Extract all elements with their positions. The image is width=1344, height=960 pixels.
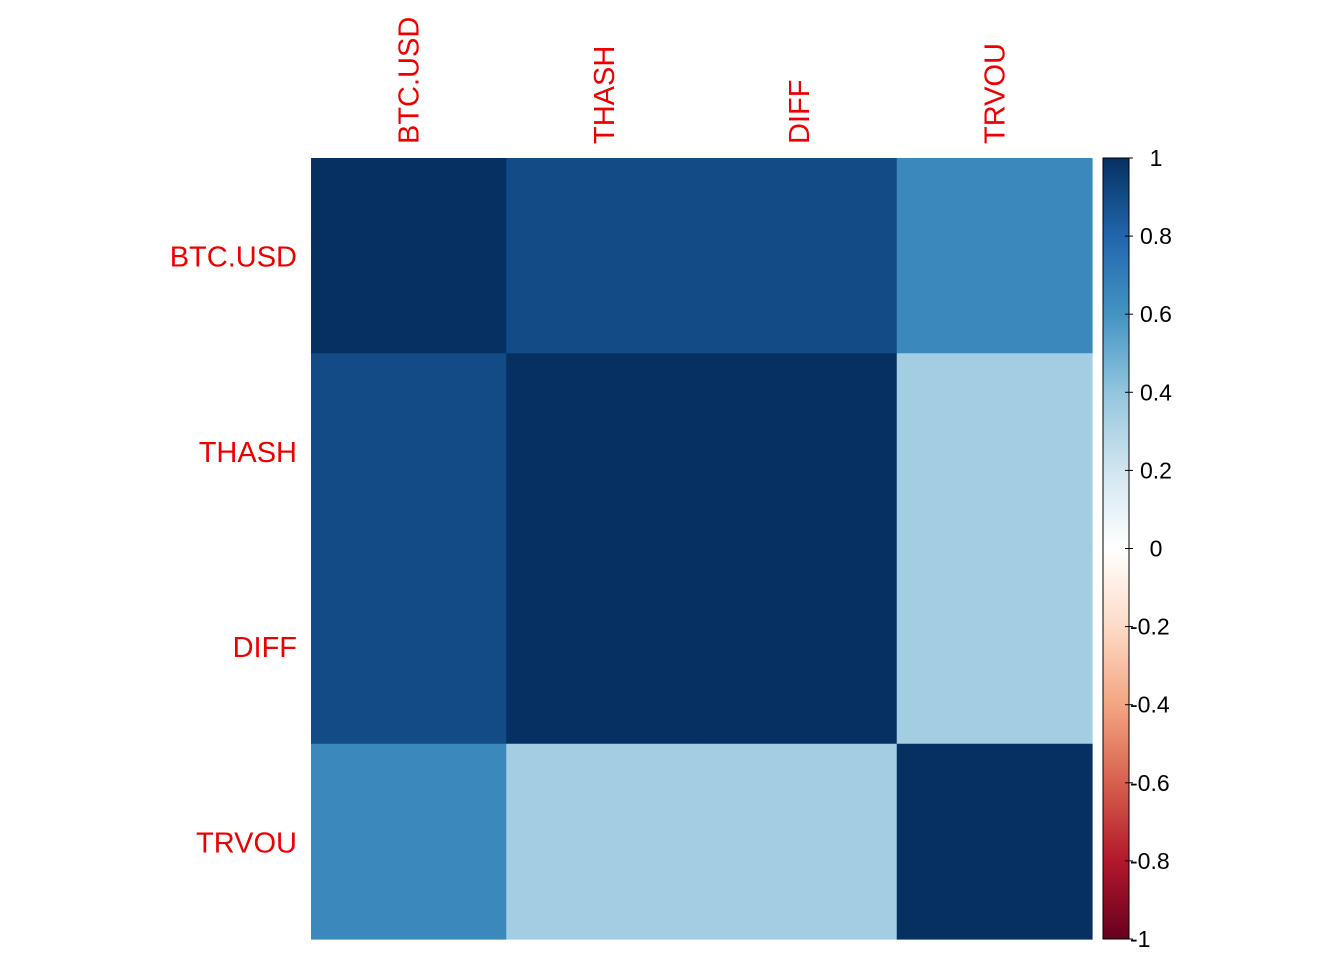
heatmap-cells [311,158,1093,940]
column-labels: BTC.USD THASH DIFF TRVOU [394,17,1012,144]
legend-tick-label: -0.4 [1130,692,1170,718]
heatmap-cell-DIFF-THASH [506,548,703,745]
legend-tick-label: 0.8 [1140,223,1172,249]
heatmap-cell-BTC.USD-DIFF [701,158,898,354]
column-label-BTC.USD: BTC.USD [394,17,426,144]
heatmap-cell-TRVOU-THASH [506,743,703,940]
heatmap-cell-TRVOU-TRVOU [896,743,1093,940]
heatmap-cell-THASH-THASH [506,353,703,550]
row-labels: BTC.USD THASH DIFF TRVOU [170,242,297,860]
heatmap-cell-TRVOU-DIFF [701,743,898,940]
heatmap-cell-BTC.USD-THASH [506,158,703,354]
row-label-THASH: THASH [199,437,297,469]
row-label-DIFF: DIFF [233,632,297,664]
column-label-THASH: THASH [589,46,621,144]
heatmap-cell-THASH-TRVOU [896,353,1093,550]
heatmap-cell-THASH-DIFF [701,353,898,550]
legend-tick-label: -1 [1130,926,1150,952]
legend-tick-label: -0.2 [1130,614,1170,640]
legend-tick-label: 0 [1150,536,1163,562]
row-label-BTC.USD: BTC.USD [170,242,297,274]
heatmap-cell-THASH-BTC.USD [311,353,507,550]
row-label-TRVOU: TRVOU [196,827,297,859]
legend-tick-label: 1 [1150,145,1163,171]
heatmap-cell-DIFF-TRVOU [896,548,1093,745]
legend-tick-label: 0.4 [1140,379,1172,405]
legend-tick-label: -0.8 [1130,848,1170,874]
legend-color-bar [1102,157,1130,940]
heatmap-cell-BTC.USD-BTC.USD [311,158,507,354]
heatmap-cell-DIFF-BTC.USD [311,548,507,745]
color-legend: 1 0.8 0.6 0.4 0.2 0 -0.2 -0.4 -0.6 -0.8 -1 [1102,145,1172,952]
legend-tick-label: -0.6 [1130,770,1170,796]
column-label-DIFF: DIFF [784,80,816,144]
heatmap-cell-TRVOU-BTC.USD [311,743,507,940]
heatmap-cell-DIFF-DIFF [701,548,898,745]
legend-tick-label: 0.6 [1140,301,1172,327]
column-label-TRVOU: TRVOU [979,43,1011,144]
heatmap-cell-BTC.USD-TRVOU [896,158,1093,354]
legend-tick-label: 0.2 [1140,457,1172,483]
